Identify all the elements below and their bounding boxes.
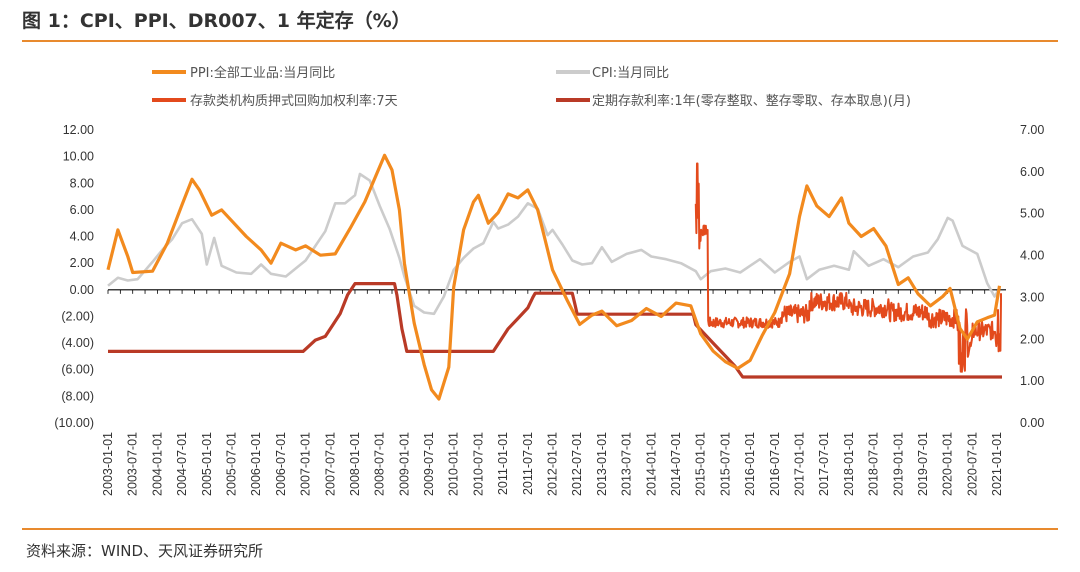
x-tick-label: 2020-07-01: [965, 432, 979, 496]
x-tick-label: 2020-01-01: [941, 432, 955, 496]
source-note: 资料来源：WIND、天风证券研究所: [26, 542, 264, 560]
left-tick-label: 6.00: [70, 203, 94, 217]
x-tick-label: 2015-01-01: [694, 432, 708, 496]
chart-canvas: PPI:全部工业品:当月同比 CPI:当月同比 存款类机构质押式回购加权利率:7…: [54, 65, 1044, 496]
x-tick-label: 2004-01-01: [150, 432, 164, 496]
title-rule: [22, 40, 1058, 42]
legend-ppi-label: PPI:全部工业品:当月同比: [190, 65, 335, 81]
right-tick-label: 0.00: [1020, 416, 1044, 430]
right-tick-label: 3.00: [1020, 290, 1044, 304]
legend-cpi-label: CPI:当月同比: [592, 66, 669, 81]
left-tick-label: (10.00): [54, 416, 94, 430]
legend-deposit-label: 定期存款利率:1年(零存整取、整存零取、存本取息)(月): [592, 93, 911, 109]
chart-title: 图 1：CPI、PPI、DR007、1 年定存（%）: [22, 10, 411, 32]
x-tick-label: 2008-01-01: [348, 432, 362, 496]
right-tick-label: 4.00: [1020, 249, 1044, 263]
x-tick-label: 2013-01-01: [595, 432, 609, 496]
x-tick-label: 2009-01-01: [397, 432, 411, 496]
right-tick-label: 5.00: [1020, 207, 1044, 221]
x-tick-label: 2018-07-01: [867, 432, 881, 496]
chart-axes: 12.00 10.00 8.00 6.00 4.00 2.00 0.00 (2.00) (4.0…: [54, 123, 1044, 496]
x-tick-label: 2003-01-01: [101, 432, 115, 496]
x-tick-label: 2008-07-01: [373, 432, 387, 496]
left-tick-label: 0.00: [70, 283, 94, 297]
right-tick-label: 1.00: [1020, 374, 1044, 388]
x-tick-label: 2005-01-01: [200, 432, 214, 496]
x-tick-label: 2005-07-01: [224, 432, 238, 496]
left-tick-label: (4.00): [61, 336, 94, 350]
x-tick-label: 2011-01-01: [496, 432, 510, 495]
right-tick-label: 7.00: [1020, 123, 1044, 137]
right-tick-label: 6.00: [1020, 165, 1044, 179]
x-tick-label: 2016-01-01: [743, 432, 757, 496]
x-tick-label: 2004-07-01: [175, 432, 189, 496]
x-tick-label: 2011-07-01: [521, 432, 535, 495]
left-tick-label: 4.00: [70, 230, 94, 244]
ppi-series-line: [106, 153, 1002, 401]
x-tick-label: 2015-07-01: [718, 432, 732, 496]
deposit-rate-series-line: [108, 282, 1002, 379]
chart-plot-area: [106, 153, 1002, 401]
left-tick-label: 12.00: [63, 123, 94, 137]
x-tick-label: 2012-07-01: [570, 432, 584, 496]
right-tick-label: 2.00: [1020, 332, 1044, 346]
chart-legend: PPI:全部工业品:当月同比 CPI:当月同比 存款类机构质押式回购加权利率:7…: [152, 65, 911, 109]
x-tick-label: 2007-01-01: [299, 432, 313, 496]
left-tick-label: (2.00): [61, 309, 94, 323]
x-tick-label: 2010-01-01: [447, 432, 461, 496]
x-tick-label: 2014-07-01: [669, 432, 683, 496]
legend-dr007-label: 存款类机构质押式回购加权利率:7天: [190, 93, 398, 109]
x-tick-label: 2006-01-01: [249, 432, 263, 496]
x-tick-label: 2016-07-01: [768, 432, 782, 496]
x-tick-label: 2017-01-01: [792, 432, 806, 496]
left-tick-label: (8.00): [61, 389, 94, 403]
x-tick-label: 2003-07-01: [126, 432, 140, 496]
x-tick-label: 2019-07-01: [916, 432, 930, 496]
x-tick-label: 2014-01-01: [644, 432, 658, 496]
left-tick-label: 10.00: [63, 150, 94, 164]
x-tick-label: 2018-01-01: [842, 432, 856, 496]
x-tick-label: 2017-07-01: [817, 432, 831, 496]
x-tick-label: 2009-07-01: [422, 432, 436, 496]
left-tick-label: (6.00): [61, 363, 94, 377]
dr007-series-line: [694, 162, 1002, 373]
left-tick-label: 2.00: [70, 256, 94, 270]
source-rule: [22, 528, 1058, 530]
x-tick-label: 2006-07-01: [274, 432, 288, 496]
x-tick-label: 2010-07-01: [471, 432, 485, 496]
x-tick-label: 2007-07-01: [323, 432, 337, 496]
x-tick-label: 2013-07-01: [620, 432, 634, 496]
left-tick-label: 8.00: [70, 176, 94, 190]
x-tick-label: 2021-01-01: [990, 432, 1004, 496]
x-tick-label: 2012-01-01: [546, 432, 560, 496]
x-tick-label: 2019-01-01: [891, 432, 905, 496]
cpi-series-line: [107, 172, 1001, 316]
